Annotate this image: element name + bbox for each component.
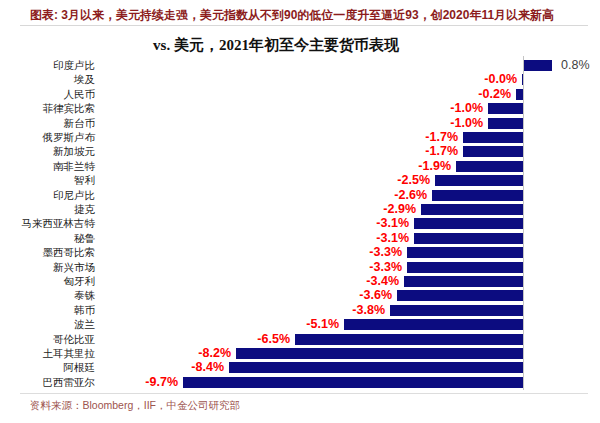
caption-divider [20,25,588,26]
bar [522,74,523,85]
bar-row: 哥伦比亚 -6.5% [0,333,600,347]
category-label: 韩币 [0,304,95,317]
bar [295,334,523,345]
value-label: -3.3% [369,246,402,259]
value-label: -0.0% [484,73,517,86]
bar-row: 马来西亚林吉特 -3.1% [0,217,600,231]
value-label: -2.6% [394,189,427,202]
bar [397,290,523,301]
bar [407,262,523,273]
category-label: 新兴市场 [0,261,95,274]
bar [404,276,523,287]
category-label: 土耳其里拉 [0,347,95,360]
category-label: 人民币 [0,88,95,101]
bar-row: 人民币 -0.2% [0,88,600,102]
category-label: 秘鲁 [0,232,95,245]
bar-row: 俄罗斯卢布 -1.7% [0,131,600,145]
category-label: 智利 [0,174,95,187]
chart-title: vs. 美元，2021年初至今主要货币表现 [0,36,552,55]
bar-row: 新兴市场 -3.3% [0,261,600,275]
bar-row: 泰铢 -3.6% [0,289,600,303]
value-label: -3.1% [376,232,409,245]
category-label: 马来西亚林吉特 [0,217,95,230]
value-label: -8.2% [198,347,231,360]
bar [456,161,523,172]
category-label: 印尼卢比 [0,189,95,202]
bar-row: 新台币 -1.0% [0,117,600,131]
category-label: 俄罗斯卢布 [0,131,95,144]
bar-row: 匈牙利 -3.4% [0,275,600,289]
footer-divider [20,393,588,394]
bar-chart: 印度卢比 0.8% 埃及 -0.0% 人民币 -0.2% 菲律宾比索 -1.0% 新台币 -1.0… [0,59,600,391]
value-label: -6.5% [257,333,290,346]
category-label: 阿根廷 [0,361,95,374]
bar [414,233,523,244]
category-label: 哥伦比亚 [0,333,95,346]
value-label: -1.0% [450,117,483,130]
value-label: -8.4% [191,361,224,374]
bar [488,103,523,114]
bar-row: 菲律宾比索 -1.0% [0,102,600,116]
bar-row: 秘鲁 -3.1% [0,232,600,246]
category-label: 泰铢 [0,289,95,302]
bar-row: 韩币 -3.8% [0,304,600,318]
value-label: -2.9% [383,203,416,216]
category-label: 匈牙利 [0,275,95,288]
value-label: -3.4% [366,275,399,288]
bar-row: 印度卢比 0.8% [0,59,600,73]
bar [344,319,523,330]
value-label: 0.8% [561,59,590,72]
value-label: -0.2% [478,88,511,101]
category-label: 波兰 [0,318,95,331]
bar-row: 土耳其里拉 -8.2% [0,347,600,361]
value-label: -9.7% [145,376,178,389]
bar-row: 波兰 -5.1% [0,318,600,332]
category-label: 南非兰特 [0,160,95,173]
bar [407,247,523,258]
category-label: 印度卢比 [0,59,95,72]
category-label: 巴西雷亚尔 [0,376,95,389]
value-label: -3.3% [369,261,402,274]
bar [421,204,523,215]
source-note: 资料来源：Bloomberg，IIF，中金公司研究部 [30,399,240,413]
bar [524,60,552,71]
category-label: 埃及 [0,73,95,86]
bar-row: 新加坡元 -1.7% [0,145,600,159]
bar-row: 巴西雷亚尔 -9.7% [0,376,600,390]
value-label: -1.9% [418,160,451,173]
bar [432,190,523,201]
category-label: 墨西哥比索 [0,246,95,259]
bar [488,118,523,129]
value-label: -3.1% [376,217,409,230]
bar [229,362,523,373]
bar [463,132,523,143]
value-label: -5.1% [306,318,339,331]
value-label: -1.7% [425,131,458,144]
bar-row: 智利 -2.5% [0,174,600,188]
value-label: -1.0% [450,102,483,115]
category-label: 捷克 [0,203,95,216]
report-figure-page: 图表: 3月以来，美元持续走强，美元指数从不到90的低位一度升至逼近93，创20… [0,0,600,423]
value-label: -1.7% [425,145,458,158]
bar-row: 阿根廷 -8.4% [0,361,600,375]
value-label: -3.6% [359,289,392,302]
bar [516,89,523,100]
value-label: -2.5% [397,174,430,187]
bar [414,218,523,229]
bar-row: 南非兰特 -1.9% [0,160,600,174]
category-label: 菲律宾比索 [0,102,95,115]
bar [435,175,523,186]
bar-row: 捷克 -2.9% [0,203,600,217]
bar [236,348,523,359]
bar [183,377,523,388]
bar-row: 墨西哥比索 -3.3% [0,246,600,260]
bar-row: 印尼卢比 -2.6% [0,189,600,203]
bar [463,146,523,157]
value-label: -3.8% [352,304,385,317]
figure-caption: 图表: 3月以来，美元持续走强，美元指数从不到90的低位一度升至逼近93，创20… [30,7,590,24]
bar-row: 埃及 -0.0% [0,73,600,87]
category-label: 新加坡元 [0,145,95,158]
category-label: 新台币 [0,117,95,130]
bar [390,305,523,316]
